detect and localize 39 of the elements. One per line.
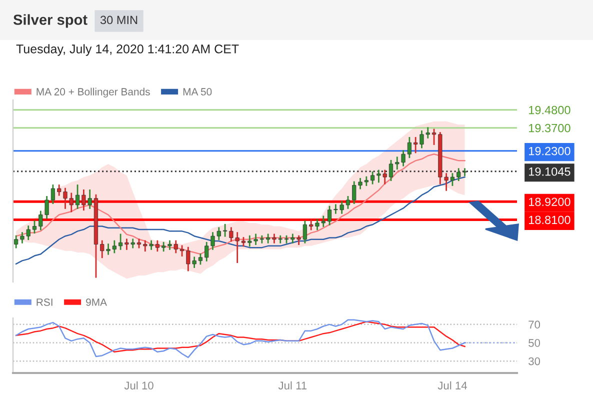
- line-series: [15, 319, 466, 358]
- candlestick: [450, 173, 455, 186]
- line-series: [15, 176, 466, 265]
- candlestick: [155, 240, 160, 252]
- y-tick-label: 30: [528, 357, 540, 366]
- y-tick-label: 70: [528, 320, 540, 329]
- candlestick: [14, 235, 18, 248]
- candlestick: [407, 137, 412, 158]
- candlestick: [118, 234, 123, 250]
- y-tick-label: 50: [528, 339, 540, 347]
- y-tick-label: 18.9200: [529, 198, 570, 206]
- legend-label: MA 20 + Bollinger Bands: [36, 88, 150, 98]
- y-tick-label: 19.2300: [529, 146, 570, 156]
- text: 30 MIN: [100, 16, 138, 24]
- candlestick: [260, 235, 264, 244]
- x-tick-label: Jul 11: [278, 381, 307, 390]
- chart-subtitle: Tuesday, July 14, 2020 1:41:20 AM CET: [16, 44, 239, 56]
- candlestick: [346, 196, 350, 209]
- candlestick: [32, 220, 37, 234]
- candlestick: [302, 220, 308, 244]
- y-tick-label: 19.4800: [529, 106, 570, 114]
- legend-label: MA 50: [183, 88, 212, 96]
- y-tick-label: 19.1045: [529, 167, 570, 176]
- candlestick: [432, 128, 436, 145]
- candlestick: [198, 253, 203, 265]
- x-tick-label: Jul 10: [124, 381, 154, 390]
- x-tick-label: Jul 14: [438, 381, 467, 390]
- line-series: [15, 321, 466, 353]
- y-tick-label: 18.8100: [529, 216, 570, 224]
- chart-title: Silver spot: [13, 14, 88, 28]
- legend-label: 9MA: [86, 298, 107, 306]
- candlestick: [75, 184, 80, 209]
- candlestick: [222, 224, 228, 237]
- candlestick: [50, 184, 56, 204]
- candlestick: [266, 234, 270, 244]
- legend-label: RSI: [36, 298, 52, 306]
- candlestick: [180, 245, 184, 256]
- candlestick: [327, 206, 332, 226]
- y-tick-label: 19.3700: [529, 124, 570, 132]
